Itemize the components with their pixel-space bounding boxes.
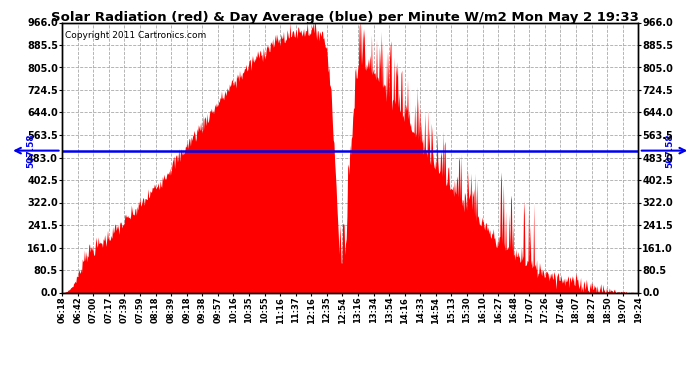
Text: 507.58: 507.58 (26, 134, 35, 168)
Text: Copyright 2011 Cartronics.com: Copyright 2011 Cartronics.com (65, 31, 206, 40)
Text: 507.58: 507.58 (665, 134, 674, 168)
Text: Solar Radiation (red) & Day Average (blue) per Minute W/m2 Mon May 2 19:33: Solar Radiation (red) & Day Average (blu… (51, 11, 639, 24)
